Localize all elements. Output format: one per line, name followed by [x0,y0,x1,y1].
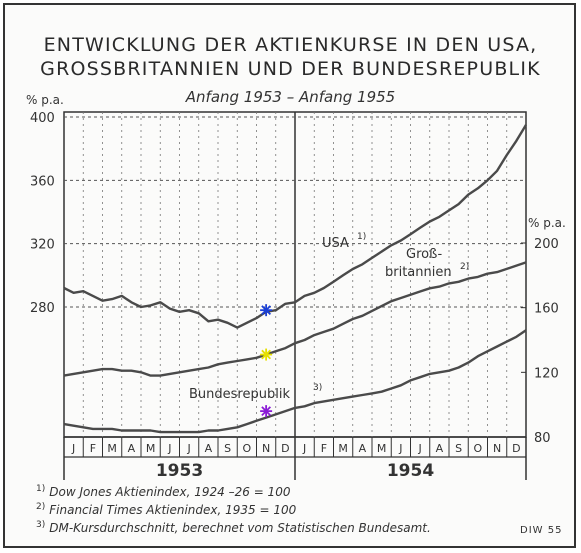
month-label-18: J [418,442,422,455]
month-label-6: J [187,442,191,455]
series-label-usa: USA [322,236,349,251]
footnote-3-text: DM-Kursdurchschnitt, berechnet vom Stati… [49,521,431,535]
right-tick-label-80: 80 [534,431,551,446]
month-label-0: J [71,442,75,455]
month-label-1: F [90,442,96,455]
left-tick-label-400: 400 [30,111,55,126]
footnote-2-marker: 2) [36,502,46,512]
footnote-2: 2) Financial Times Aktienindex, 1935 = 10… [36,502,296,517]
footnote-1: 1) Dow Jones Aktienindex, 1924 –26 = 100 [36,484,290,499]
highlight-marker-0 [260,304,273,317]
month-label-7: A [205,442,213,455]
month-label-12: J [302,442,306,455]
series-marker-gb: 2) [460,262,469,272]
month-label-20: S [455,442,462,455]
month-label-3: A [128,442,136,455]
source-credit: DIW 55 [520,525,563,536]
left-tick-label-360: 360 [30,174,55,189]
left-tick-label-320: 320 [30,238,55,253]
month-label-9: O [243,442,252,455]
month-label-11: D [281,442,289,455]
month-label-22: N [493,442,501,455]
series-label-gb-line2: britannien [385,265,452,280]
month-label-14: M [338,442,348,455]
left-axis-unit: % p.a. [26,93,64,107]
series-label-bundesrepublik: Bundesrepublik [189,387,290,402]
highlight-marker-2 [260,405,273,418]
right-tick-label-160: 160 [534,302,559,317]
month-label-21: O [474,442,483,455]
series-marker-bundesrepublik: 3) [313,383,322,393]
month-label-5: J [167,442,171,455]
month-label-4: M [146,442,156,455]
month-label-15: A [359,442,367,455]
month-label-17: J [398,442,402,455]
chart-title-line-1: ENTWICKLUNG DER AKTIENKURSE IN DEN USA, [43,34,538,56]
footnote-2-text: Financial Times Aktienindex, 1935 = 100 [49,503,297,517]
chart-title-line-2: GROSSBRITANNIEN UND DER BUNDESREPUBLIK [40,58,541,80]
right-tick-label-200: 200 [534,237,559,252]
series-line-1 [63,261,527,377]
month-label-10: N [262,442,270,455]
right-tick-label-120: 120 [534,366,559,381]
footnote-3: 3) DM-Kursdurchschnitt, berechnet vom Sta… [36,520,431,535]
chart-subtitle: Anfang 1953 – Anfang 1955 [185,88,396,106]
month-label-2: M [107,442,117,455]
month-label-13: F [321,442,327,455]
right-axis-unit: % p.a. [528,216,566,230]
series-line-2 [63,329,527,434]
footnote-1-text: Dow Jones Aktienindex, 1924 –26 = 100 [49,485,291,499]
series-marker-usa: 1) [357,232,366,242]
footnote-3-marker: 3) [36,520,46,530]
month-label-16: M [377,442,387,455]
series-label-gb-line1: Groß- [406,247,443,262]
month-label-19: A [436,442,444,455]
year-label-1954: 1954 [387,461,434,481]
series-line-0 [63,124,528,329]
month-label-8: S [224,442,231,455]
year-label-1953: 1953 [156,461,203,481]
left-tick-label-280: 280 [30,301,55,316]
highlight-marker-1 [260,348,273,361]
footnote-1-marker: 1) [36,484,46,494]
month-label-23: D [512,442,520,455]
